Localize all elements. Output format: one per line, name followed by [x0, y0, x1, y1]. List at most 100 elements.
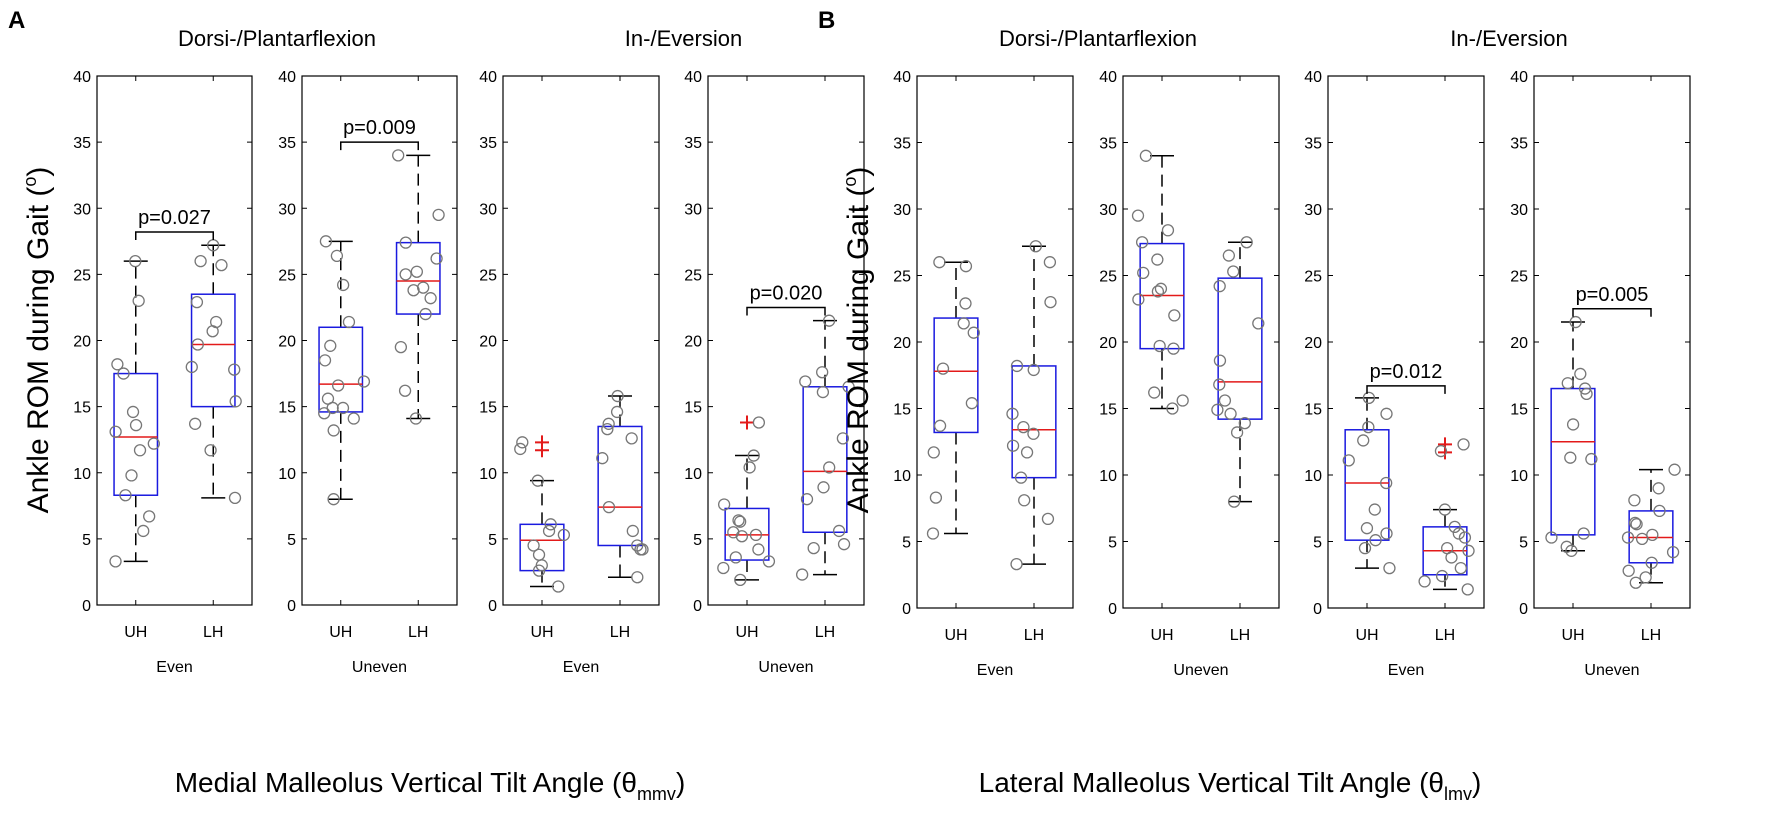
y-axis-label: Ankle ROM during Gait (o)	[840, 167, 875, 514]
data-point	[1457, 438, 1470, 451]
y-tick-label: 20	[1510, 335, 1528, 352]
y-tick-label: 0	[488, 598, 497, 615]
data-point	[752, 416, 766, 429]
data-point	[1010, 557, 1023, 571]
y-tick-label: 5	[488, 532, 497, 549]
data-point	[424, 292, 437, 305]
data-point	[342, 315, 356, 329]
y-axis-label-degree: o	[20, 177, 40, 187]
y-tick-label: 30	[1510, 202, 1528, 219]
data-point	[204, 444, 217, 457]
data-point	[125, 469, 138, 482]
data-point	[1452, 527, 1465, 540]
y-tick-label: 40	[73, 69, 91, 86]
x-tick-label: UH	[124, 624, 147, 641]
data-point	[734, 515, 747, 528]
data-point	[410, 265, 424, 278]
y-tick-label: 5	[902, 535, 911, 552]
data-point	[206, 325, 219, 338]
y-tick-label: 30	[1099, 202, 1117, 219]
panel-letter: A	[8, 7, 25, 34]
data-point	[1577, 527, 1590, 540]
data-point	[926, 527, 940, 540]
y-tick-label: 0	[1519, 601, 1528, 618]
y-tick-label: 10	[1304, 468, 1322, 485]
iqr-box	[395, 241, 441, 315]
y-tick-label: 15	[1510, 402, 1528, 419]
y-tick-label: 5	[693, 532, 702, 549]
data-point	[1222, 249, 1236, 262]
y-tick-label: 25	[1304, 269, 1322, 286]
data-point	[1213, 279, 1226, 293]
data-point	[324, 339, 337, 352]
data-point	[1362, 391, 1376, 405]
significance-bracket	[135, 231, 214, 241]
condition-label: Even	[563, 659, 599, 676]
data-point	[514, 442, 527, 456]
axes-frame	[1122, 75, 1280, 609]
y-tick-label: 35	[278, 135, 296, 152]
data-point	[1458, 531, 1472, 544]
data-point	[185, 360, 198, 374]
data-point	[129, 418, 143, 432]
data-point	[967, 326, 980, 339]
data-point	[1041, 512, 1055, 526]
data-point	[1027, 363, 1040, 377]
data-point	[965, 397, 979, 410]
data-point	[626, 524, 639, 538]
data-point	[419, 307, 432, 321]
outlier-marker	[535, 443, 549, 458]
data-point	[228, 363, 241, 376]
y-axis-label-close: )	[842, 167, 875, 177]
data-point	[1213, 378, 1226, 391]
data-point	[557, 528, 571, 542]
data-point	[1629, 576, 1642, 589]
y-tick-label: 30	[278, 201, 296, 218]
data-point	[1369, 534, 1382, 547]
data-point	[147, 437, 160, 450]
data-point	[1645, 556, 1658, 569]
x-tick-label: LH	[408, 624, 428, 641]
y-tick-label: 25	[684, 267, 702, 284]
significance-bracket	[1572, 308, 1652, 317]
data-point	[601, 422, 614, 436]
data-point	[1418, 575, 1431, 588]
data-point	[357, 375, 371, 388]
data-point	[332, 379, 345, 392]
data-point	[1561, 377, 1574, 390]
data-point	[544, 518, 557, 531]
y-tick-label: 20	[684, 334, 702, 351]
data-point	[1227, 495, 1241, 508]
data-point	[959, 297, 972, 310]
data-point	[795, 568, 809, 581]
data-point	[1438, 503, 1452, 516]
data-point	[1154, 282, 1168, 295]
data-point	[817, 481, 830, 494]
data-point	[394, 340, 408, 354]
data-point	[762, 555, 776, 568]
y-tick-label: 20	[1099, 335, 1117, 352]
y-tick-label: 30	[893, 202, 911, 219]
iqr-box	[1344, 429, 1390, 541]
data-point	[1569, 315, 1582, 329]
x-axis-label-subscript: mmv	[637, 784, 676, 804]
y-tick-label: 15	[73, 400, 91, 417]
data-point	[1252, 317, 1265, 330]
data-point	[823, 461, 836, 474]
data-point	[743, 461, 756, 474]
data-point	[126, 405, 140, 419]
data-point	[1362, 420, 1375, 434]
data-point	[1014, 471, 1028, 484]
p-value-label: p=0.009	[343, 117, 416, 139]
y-tick-label: 15	[1304, 402, 1322, 419]
data-point	[1167, 342, 1180, 355]
y-axis-label-degree: o	[840, 177, 860, 187]
data-point	[1357, 434, 1370, 447]
y-axis-label-close: )	[22, 167, 55, 177]
data-point	[1020, 446, 1034, 459]
x-tick-label: UH	[735, 624, 758, 641]
data-point	[1218, 394, 1232, 407]
data-point	[1131, 209, 1145, 222]
x-axis-label: Lateral Malleolus Vertical Tilt Angle (θ…	[979, 767, 1482, 804]
y-tick-label: 15	[278, 400, 296, 417]
